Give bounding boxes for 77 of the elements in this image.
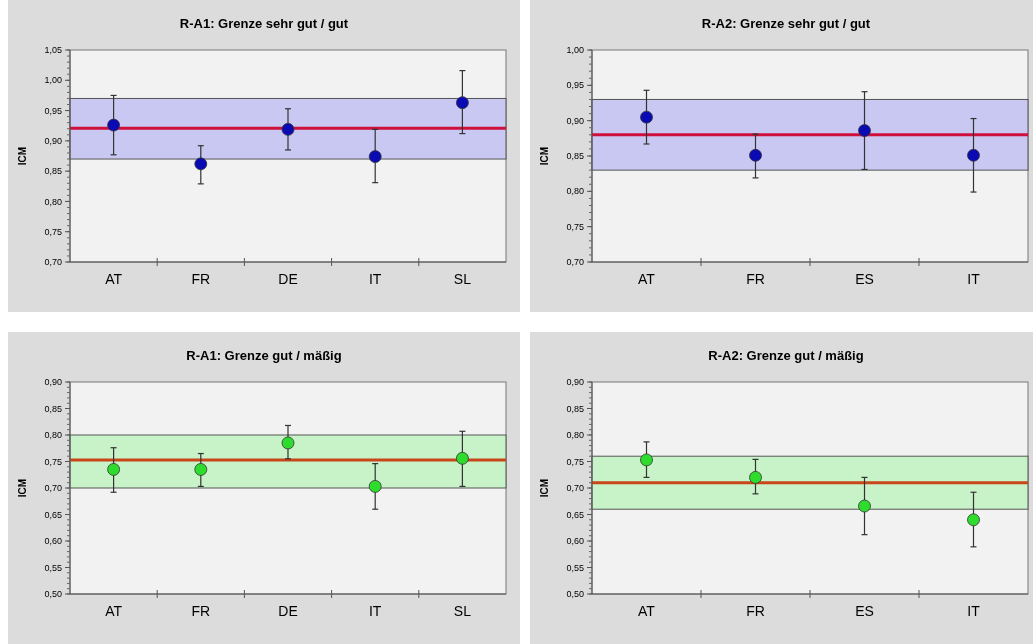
point: [858, 499, 871, 513]
y-tick-label: 0,75: [566, 221, 584, 232]
point: [107, 463, 120, 476]
y-tick-label: 0,85: [44, 166, 62, 177]
y-tick-label: 0,90: [44, 377, 62, 388]
y-tick-label: 0,55: [566, 562, 584, 573]
x-tick-label: AT: [638, 271, 656, 287]
point: [967, 148, 980, 162]
y-tick-label: 0,60: [566, 536, 584, 547]
x-tick-label: AT: [105, 271, 123, 287]
y-tick-label: 0,55: [44, 562, 62, 573]
y-tick-label: 0,90: [566, 377, 584, 388]
y-tick-label: 0,70: [44, 257, 62, 268]
x-tick-label: IT: [967, 603, 981, 619]
y-tick-label: 0,75: [566, 456, 584, 467]
x-tick-label: ES: [855, 603, 874, 619]
point: [640, 110, 653, 124]
x-tick-label: AT: [638, 603, 656, 619]
y-tick-label: 0,80: [44, 430, 62, 441]
y-tick-label: 0,85: [566, 403, 584, 414]
point: [281, 122, 295, 136]
y-tick-label: 0,90: [566, 115, 584, 126]
y-tick-label: 0,75: [44, 226, 62, 237]
x-tick-label: ES: [855, 271, 874, 287]
y-axis-title: ICM: [539, 146, 550, 166]
point: [456, 451, 469, 465]
x-tick-label: IT: [967, 271, 981, 287]
chart-title: R-A2: Grenze sehr gut / gut: [701, 16, 871, 31]
y-tick-label: 0,80: [566, 430, 584, 441]
point: [194, 463, 208, 476]
x-tick-label: IT: [368, 271, 382, 287]
x-tick-label: SL: [453, 271, 472, 287]
y-tick-label: 0,80: [566, 186, 584, 197]
point: [749, 471, 762, 484]
x-tick-label: FR: [746, 603, 765, 619]
y-tick-label: 0,50: [44, 589, 62, 600]
y-tick-label: 0,80: [44, 196, 62, 207]
y-tick-label: 0,60: [44, 536, 62, 547]
chart-title: R-A2: Grenze gut / mäßig: [708, 348, 864, 363]
point: [967, 513, 980, 527]
x-tick-label: DE: [278, 603, 298, 619]
y-tick-label: 0,65: [566, 509, 584, 520]
x-tick-label: FR: [191, 603, 211, 619]
x-tick-label: SL: [453, 603, 472, 619]
y-tick-label: 0,85: [566, 151, 584, 162]
point: [858, 124, 871, 137]
point: [456, 96, 469, 110]
point: [640, 453, 653, 467]
point: [107, 118, 120, 132]
x-tick-label: DE: [278, 271, 298, 287]
chart-title: R-A1: Grenze gut / mäßig: [186, 348, 342, 363]
y-tick-label: 0,85: [44, 403, 62, 414]
y-tick-label: 0,75: [44, 456, 62, 467]
y-tick-label: 0,90: [44, 136, 62, 147]
x-tick-label: FR: [191, 271, 211, 287]
y-tick-label: 0,65: [44, 509, 62, 520]
y-tick-label: 0,50: [566, 589, 584, 600]
y-tick-label: 1,00: [44, 75, 62, 86]
point: [368, 150, 382, 164]
x-tick-label: IT: [368, 603, 382, 619]
x-tick-label: AT: [105, 603, 123, 619]
y-axis-title: ICM: [539, 478, 550, 498]
y-tick-label: 0,70: [566, 483, 584, 494]
chart-title: R-A1: Grenze sehr gut / gut: [179, 16, 349, 31]
y-tick-label: 1,05: [44, 45, 62, 56]
x-tick-label: FR: [746, 271, 765, 287]
y-axis-title: ICM: [17, 146, 28, 166]
point: [368, 480, 382, 493]
y-axis-title: ICM: [17, 478, 28, 498]
y-tick-label: 0,70: [566, 257, 584, 268]
point: [194, 157, 208, 171]
y-tick-label: 0,95: [566, 80, 584, 91]
y-tick-label: 0,70: [44, 483, 62, 494]
y-tick-label: 0,95: [44, 105, 62, 116]
point: [281, 436, 295, 450]
point: [749, 148, 762, 162]
y-tick-label: 1,00: [566, 45, 584, 56]
